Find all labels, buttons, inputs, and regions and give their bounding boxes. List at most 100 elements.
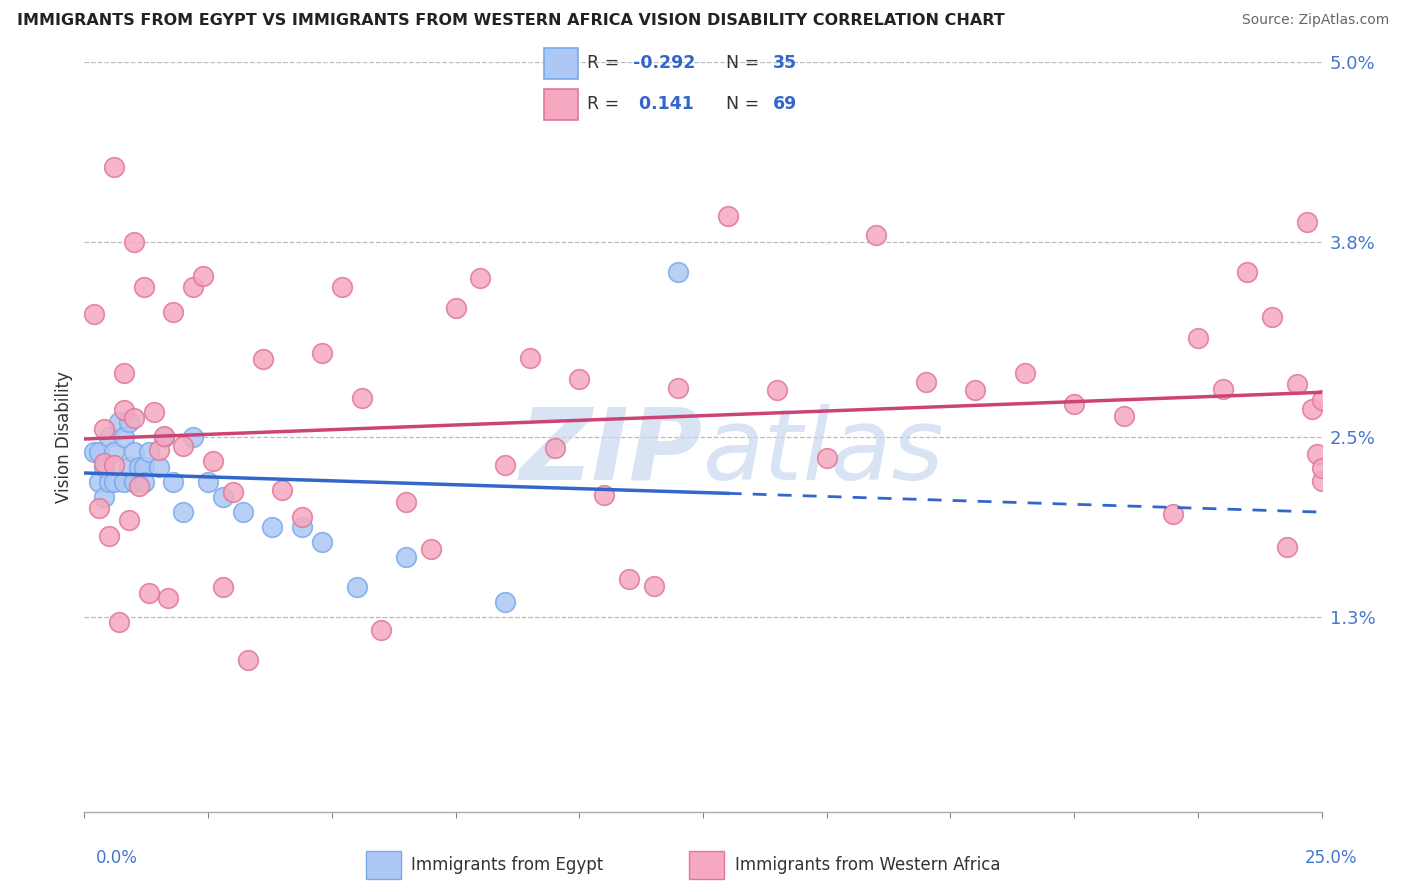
Point (108, 415, 131, 429)
Point (370, 623, 392, 637)
Point (865, 228, 887, 243)
Text: R =: R = (586, 54, 624, 72)
Point (103, 475, 125, 489)
Point (1301, 401, 1323, 416)
Point (1112, 409, 1135, 424)
Point (311, 535, 333, 549)
Point (666, 381, 689, 395)
Text: IMMIGRANTS FROM EGYPT VS IMMIGRANTS FROM WESTERN AFRICA VISION DISABILITY CORREL: IMMIGRANTS FROM EGYPT VS IMMIGRANTS FROM… (17, 13, 1005, 29)
Point (157, 591, 180, 605)
Point (132, 460, 155, 475)
Point (162, 305, 184, 319)
Point (148, 443, 170, 458)
Point (643, 579, 665, 593)
Point (103, 161, 125, 175)
Point (291, 520, 314, 534)
Point (815, 450, 838, 465)
Point (108, 615, 131, 630)
Point (444, 301, 467, 315)
Point (172, 505, 194, 519)
Point (112, 366, 135, 380)
Point (470, 271, 492, 285)
Point (1295, 215, 1317, 229)
Point (122, 445, 145, 459)
Point (162, 475, 184, 489)
Point (252, 352, 274, 367)
Bar (689, 851, 724, 879)
Text: 35: 35 (772, 54, 797, 72)
Point (98, 529, 121, 543)
Point (132, 280, 155, 294)
Point (271, 483, 294, 497)
Point (1014, 366, 1036, 380)
Text: -0.292: -0.292 (633, 54, 696, 72)
Point (132, 475, 155, 489)
Point (103, 458, 125, 472)
Bar (544, 89, 578, 120)
Point (419, 542, 441, 557)
Point (311, 345, 333, 359)
Point (262, 520, 284, 534)
Point (89, 500, 111, 515)
Point (122, 475, 145, 489)
Point (766, 384, 789, 398)
Text: 25.0%: 25.0% (1305, 849, 1357, 867)
Point (138, 445, 160, 459)
Point (232, 505, 254, 519)
Point (83, 307, 105, 321)
Point (103, 445, 125, 459)
Text: N =: N = (725, 95, 765, 113)
Point (112, 475, 135, 489)
Point (1063, 397, 1085, 411)
Text: Immigrants from Egypt: Immigrants from Egypt (412, 855, 603, 874)
Text: atlas: atlas (703, 403, 945, 500)
Point (666, 265, 689, 279)
Point (519, 351, 541, 365)
Text: 0.141: 0.141 (633, 95, 695, 113)
Point (1310, 460, 1333, 475)
Point (93, 490, 115, 504)
Point (395, 549, 418, 564)
Point (330, 280, 353, 294)
Point (148, 460, 170, 475)
Text: Source: ZipAtlas.com: Source: ZipAtlas.com (1241, 13, 1389, 28)
Point (93, 460, 115, 475)
Point (1261, 310, 1284, 325)
Point (128, 479, 150, 493)
Point (350, 391, 373, 405)
Point (152, 430, 174, 444)
Point (122, 235, 145, 250)
Text: R =: R = (586, 95, 624, 113)
Point (112, 430, 135, 444)
Point (202, 454, 225, 468)
Text: N =: N = (725, 54, 765, 72)
Point (494, 595, 516, 609)
Bar (544, 48, 578, 79)
Point (1187, 331, 1209, 345)
Point (128, 460, 150, 475)
Point (1310, 474, 1333, 488)
Point (291, 510, 314, 524)
Point (395, 495, 418, 509)
Point (181, 280, 204, 294)
Point (89, 475, 111, 489)
Text: Immigrants from Western Africa: Immigrants from Western Africa (734, 855, 1000, 874)
Point (152, 429, 174, 443)
Point (212, 490, 235, 504)
Point (236, 653, 259, 667)
Bar (366, 851, 401, 879)
Point (212, 580, 235, 594)
Point (181, 430, 204, 444)
Point (1285, 377, 1308, 392)
Text: ZIP: ZIP (520, 403, 703, 500)
Y-axis label: Vision Disability: Vision Disability (55, 371, 73, 503)
Point (93, 422, 115, 436)
Point (1275, 541, 1298, 555)
Point (593, 488, 616, 502)
Point (93, 456, 115, 470)
Point (83, 445, 105, 459)
Point (191, 268, 214, 283)
Text: 0.0%: 0.0% (96, 849, 138, 867)
Point (142, 405, 165, 419)
Point (118, 415, 141, 429)
